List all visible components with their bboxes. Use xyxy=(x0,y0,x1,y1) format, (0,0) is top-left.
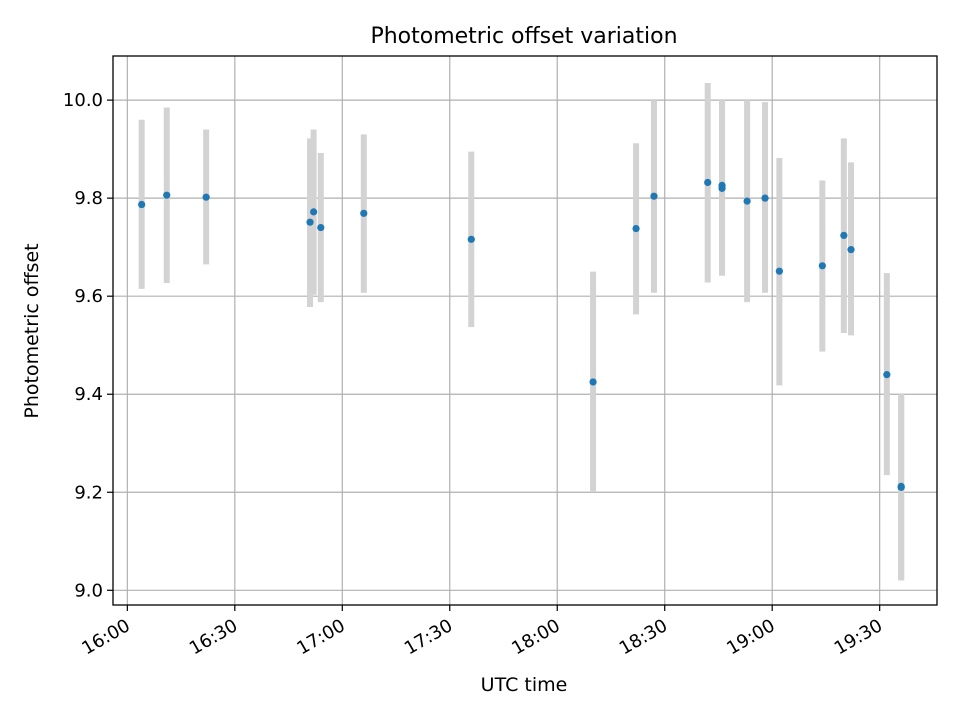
data-point xyxy=(360,209,368,217)
data-point xyxy=(704,178,712,187)
data-point xyxy=(306,218,314,226)
y-tick-label: 9.2 xyxy=(74,482,103,503)
grid-lines xyxy=(113,56,937,605)
chart-title: Photometric offset variation xyxy=(370,24,677,49)
data-point xyxy=(589,378,597,386)
y-tick-label: 9.4 xyxy=(74,384,103,405)
plot-frame xyxy=(112,55,938,606)
data-point xyxy=(317,223,325,232)
x-tick-label: 19:30 xyxy=(831,615,886,659)
data-point xyxy=(163,191,171,199)
y-axis-label: Photometric offset xyxy=(21,243,43,418)
data-point xyxy=(632,224,640,233)
x-tick-label: 17:00 xyxy=(293,615,348,659)
data-point xyxy=(775,267,783,275)
x-tick-label: 18:30 xyxy=(616,615,671,659)
y-axis-ticks: 9.0 9.2 9.4 9.6 9.8 10.0 xyxy=(63,90,113,601)
x-tick-label: 17:30 xyxy=(401,615,456,659)
data-point xyxy=(650,192,658,200)
data-points xyxy=(138,178,905,491)
data-point xyxy=(718,184,726,192)
data-point xyxy=(818,262,826,270)
y-tick-label: 9.6 xyxy=(74,286,103,307)
x-tick-label: 16:30 xyxy=(186,615,241,659)
data-point xyxy=(897,482,905,490)
x-axis-ticks: 16:00 16:30 17:00 17:30 18:00 18:30 19:00 19:30 xyxy=(78,605,886,659)
data-point xyxy=(847,246,855,254)
x-tick-label: 16:00 xyxy=(78,615,133,659)
data-point xyxy=(138,200,146,209)
x-tick-label: 19:00 xyxy=(723,615,778,659)
data-point xyxy=(883,371,891,379)
data-point xyxy=(202,193,210,201)
data-point xyxy=(310,208,318,216)
data-point xyxy=(743,197,751,205)
x-axis-label: UTC time xyxy=(481,674,568,696)
y-tick-label: 9.8 xyxy=(74,188,103,209)
data-point xyxy=(761,194,769,202)
y-tick-label: 9.0 xyxy=(74,580,103,601)
data-point xyxy=(840,231,848,240)
y-tick-label: 10.0 xyxy=(63,90,103,111)
x-tick-label: 18:00 xyxy=(508,615,563,659)
data-point xyxy=(467,235,475,243)
error-bars xyxy=(138,82,905,581)
